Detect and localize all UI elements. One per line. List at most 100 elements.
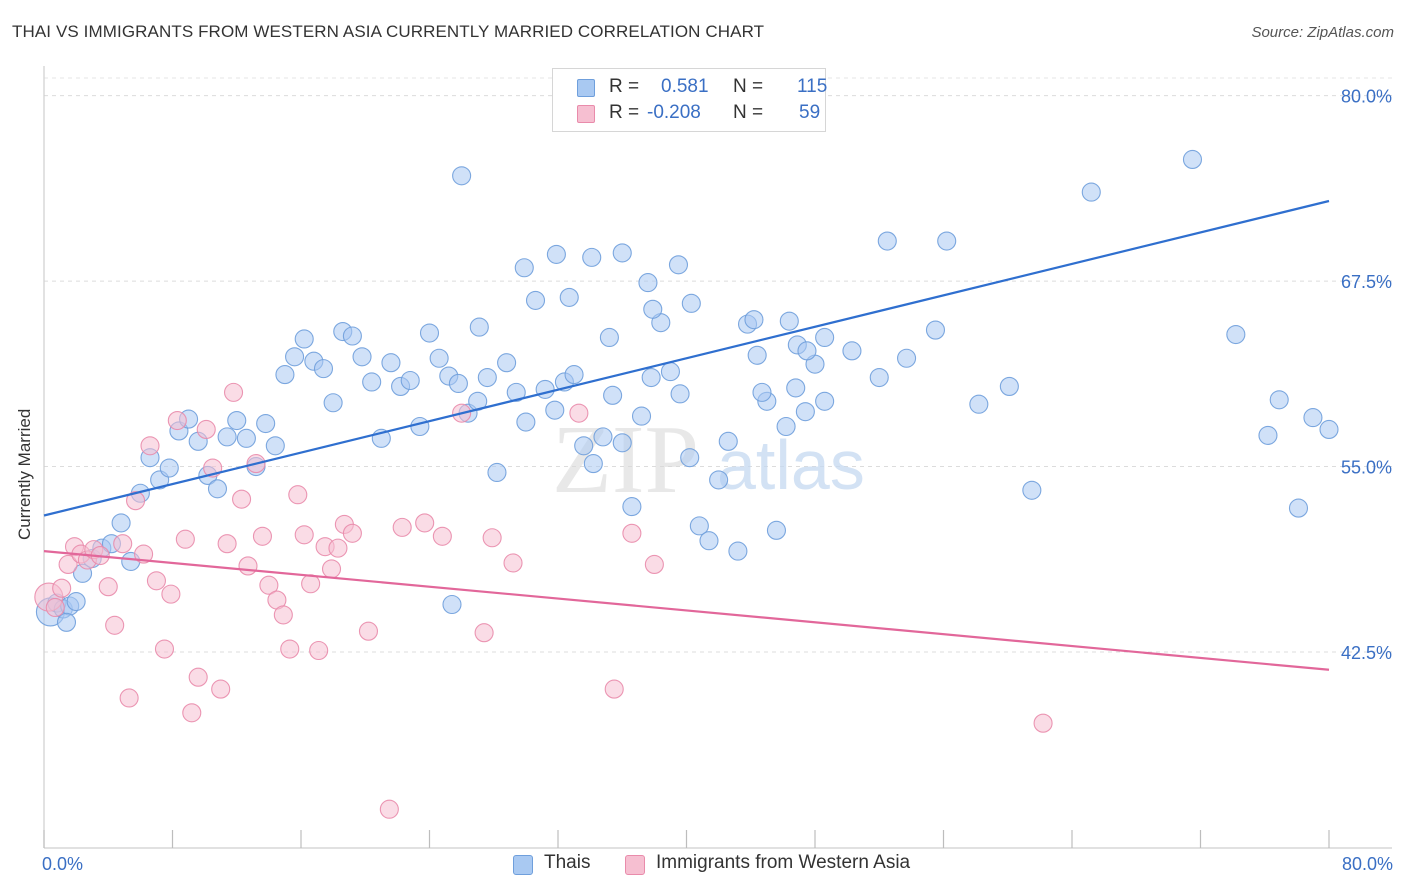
point-thais xyxy=(582,247,602,267)
trend-lines xyxy=(43,199,1330,671)
point-thais xyxy=(535,379,555,399)
point-western-asia xyxy=(98,577,118,597)
point-thais xyxy=(1319,419,1339,440)
y-tick-label: 42.5% xyxy=(1341,643,1392,663)
trend-line-western-asia xyxy=(43,550,1330,671)
stats-legend: R = 0.581 N = 115 R = -0.208 N = 59 xyxy=(552,68,827,132)
point-thais xyxy=(795,402,815,422)
point-western-asia xyxy=(482,528,502,548)
point-western-asia xyxy=(432,526,452,546)
point-western-asia xyxy=(301,574,321,594)
point-thais xyxy=(937,231,957,251)
tick-labels: 80.0% 67.5% 55.0% 42.5% 0.0% 80.0% xyxy=(42,87,1393,874)
point-thais xyxy=(1258,425,1278,445)
point-western-asia xyxy=(238,556,258,576)
point-western-asia xyxy=(167,411,187,431)
y-axis-label: Currently Married xyxy=(15,408,34,540)
point-thais xyxy=(593,427,613,447)
point-thais xyxy=(559,287,579,307)
point-thais xyxy=(256,413,276,434)
point-western-asia xyxy=(415,513,435,533)
point-thais xyxy=(545,400,565,420)
point-thais xyxy=(574,436,594,456)
point-thais xyxy=(564,365,584,385)
point-western-asia xyxy=(569,403,589,423)
point-thais xyxy=(599,327,619,348)
point-western-asia xyxy=(175,529,195,549)
point-western-asia xyxy=(134,544,154,564)
watermark-zip: ZIP xyxy=(552,406,699,514)
point-western-asia xyxy=(196,419,216,440)
point-thais xyxy=(612,433,632,453)
point-thais xyxy=(56,612,77,632)
point-thais xyxy=(1022,480,1042,500)
point-thais xyxy=(1303,408,1323,428)
point-thais xyxy=(660,362,680,382)
point-thais xyxy=(352,347,372,367)
point-thais xyxy=(442,594,462,615)
point-thais xyxy=(452,166,472,186)
point-thais xyxy=(285,347,305,367)
point-western-asia xyxy=(358,621,379,641)
bottom-legend-label-western-asia: Immigrants from Western Asia xyxy=(656,852,911,873)
point-western-asia xyxy=(379,799,399,819)
point-thais xyxy=(525,290,546,310)
point-thais xyxy=(689,516,709,536)
point-thais xyxy=(643,299,663,319)
point-western-asia xyxy=(140,436,160,456)
point-thais xyxy=(925,320,946,340)
trend-line-thais xyxy=(43,199,1330,517)
point-thais xyxy=(497,353,517,373)
point-western-asia xyxy=(211,679,231,699)
point-thais xyxy=(869,367,889,388)
data-points xyxy=(34,149,1339,819)
legend-swatch-western-asia xyxy=(577,105,595,123)
point-western-asia xyxy=(52,578,72,598)
point-western-asia xyxy=(252,526,273,546)
point-thais xyxy=(217,427,237,447)
point-western-asia xyxy=(503,553,523,573)
point-thais xyxy=(622,497,642,517)
legend-r-value: -0.208 xyxy=(647,102,701,123)
point-western-asia xyxy=(321,559,342,579)
point-thais xyxy=(786,378,806,398)
point-western-asia xyxy=(146,571,166,591)
point-western-asia xyxy=(182,703,202,723)
point-thais xyxy=(313,359,334,379)
point-thais xyxy=(631,406,652,426)
watermark: ZIP atlas xyxy=(552,406,865,514)
point-thais xyxy=(681,293,701,313)
point-western-asia xyxy=(113,534,133,554)
legend-swatch-thais xyxy=(577,79,595,97)
point-western-asia xyxy=(622,523,642,543)
point-western-asia xyxy=(1033,713,1053,733)
point-thais xyxy=(815,391,835,411)
point-western-asia xyxy=(280,639,300,659)
legend-r-label: R = xyxy=(609,102,640,123)
point-thais xyxy=(294,329,314,349)
point-thais xyxy=(752,382,772,402)
point-thais xyxy=(514,258,534,278)
point-western-asia xyxy=(105,615,125,635)
point-thais xyxy=(612,243,632,263)
point-western-asia xyxy=(342,523,362,543)
point-western-asia xyxy=(294,525,314,545)
x-tick-label: 80.0% xyxy=(1342,854,1393,874)
point-western-asia xyxy=(392,517,412,537)
point-thais xyxy=(323,393,343,413)
point-thais xyxy=(1288,498,1309,518)
point-thais xyxy=(842,341,862,361)
point-thais xyxy=(670,384,690,404)
y-tick-label: 67.5% xyxy=(1341,272,1392,292)
point-thais xyxy=(747,345,767,365)
point-thais xyxy=(448,373,468,394)
point-thais xyxy=(728,541,748,561)
bottom-legend-label-thais: Thais xyxy=(544,852,591,873)
point-western-asia xyxy=(604,679,624,699)
point-thais xyxy=(429,348,449,368)
point-western-asia xyxy=(45,597,65,618)
point-thais xyxy=(207,479,228,499)
point-thais xyxy=(1081,182,1101,202)
point-thais xyxy=(969,394,989,414)
